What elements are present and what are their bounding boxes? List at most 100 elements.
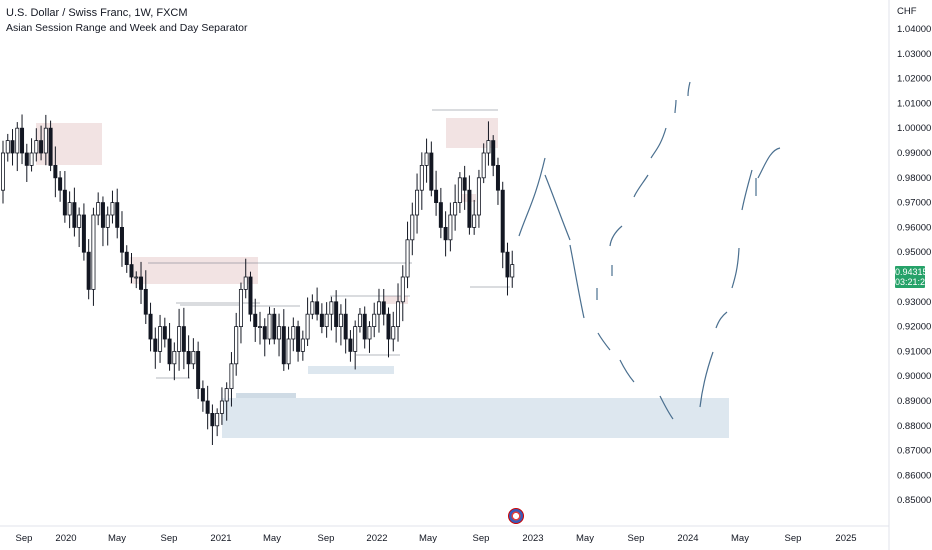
projection-segment <box>544 174 571 241</box>
time-tick-label: 2022 <box>366 533 387 544</box>
time-tick-label: 2024 <box>677 533 698 544</box>
price-tick-label: 1.00000 <box>897 123 931 134</box>
price-tick-label: 0.88000 <box>897 421 931 432</box>
time-tick-label: May <box>263 533 281 544</box>
candle-body <box>134 276 139 279</box>
projection-segment <box>674 99 677 114</box>
candle-body <box>334 301 339 327</box>
candle-body <box>253 313 258 328</box>
projection-segment <box>699 351 714 408</box>
candle-body <box>186 350 191 365</box>
price-tick-label: 1.02000 <box>897 74 931 85</box>
candle-body <box>400 276 405 303</box>
candle-body <box>67 202 72 216</box>
time-axis[interactable]: Sep 2020 May Sep 2021 May Sep 2022 May Sep 2023 May… <box>16 533 857 544</box>
candle-body <box>139 276 144 290</box>
price-tick-label: 0.96000 <box>897 222 931 233</box>
candle-body <box>129 264 134 278</box>
price-tick-label: 0.95000 <box>897 247 931 258</box>
price-tick-label: 0.99000 <box>897 148 931 159</box>
zone-red-5 <box>384 296 408 304</box>
price-axis[interactable]: 1.04000 1.03000 1.02000 1.01000 1.00000 0.990… <box>897 24 931 506</box>
price-tick-label: 0.85000 <box>897 495 931 506</box>
candle-body <box>124 251 129 265</box>
candle-body <box>15 127 20 154</box>
candle-body <box>486 140 491 154</box>
time-tick-label: Sep <box>628 533 645 544</box>
candle-body <box>357 313 362 328</box>
candle-body <box>381 301 386 315</box>
candle-body <box>296 326 301 352</box>
candle-body <box>467 189 472 228</box>
candle-body <box>462 177 467 191</box>
projection-segment <box>757 147 781 179</box>
candle-body <box>219 400 224 414</box>
candle-body <box>34 140 39 154</box>
candle-body <box>105 214 110 228</box>
candle-body <box>5 140 10 154</box>
us-flag-icon[interactable] <box>508 508 524 524</box>
candlesticks <box>0 114 515 445</box>
candle-body <box>481 152 486 179</box>
candle-body <box>472 214 477 228</box>
candle-body <box>372 313 377 328</box>
candle-body <box>396 301 401 327</box>
candle-body <box>281 326 286 365</box>
chart-header: U.S. Dollar / Swiss Franc, 1W, FXCM Asia… <box>6 6 247 36</box>
candle-body <box>386 313 391 340</box>
candle-body <box>53 164 58 179</box>
candle-body <box>262 326 267 340</box>
candle-body <box>338 313 343 328</box>
time-tick-label: May <box>731 533 749 544</box>
candle-body <box>448 214 453 241</box>
candle-body <box>100 202 105 228</box>
candle-body <box>205 400 210 414</box>
projection-segment <box>597 332 611 351</box>
price-tick-label: 1.03000 <box>897 49 931 60</box>
candle-body <box>10 140 15 154</box>
price-tick-label: 0.92000 <box>897 322 931 333</box>
candle-body <box>167 338 172 365</box>
projection-segment <box>518 157 546 237</box>
candle-body <box>43 127 48 154</box>
time-tick-label: Sep <box>318 533 335 544</box>
candle-body <box>58 177 63 191</box>
candle-body <box>291 326 296 340</box>
currency-label: CHF <box>897 6 917 17</box>
time-tick-label: 2023 <box>522 533 543 544</box>
price-tick-label: 1.01000 <box>897 98 931 109</box>
time-tick-label: 2020 <box>55 533 76 544</box>
candle-body <box>495 164 500 191</box>
time-tick-label: Sep <box>16 533 33 544</box>
time-tick-label: May <box>108 533 126 544</box>
candle-body <box>367 326 372 340</box>
candle-body <box>457 177 462 204</box>
price-tick-label: 0.89000 <box>897 396 931 407</box>
candle-body <box>415 189 420 216</box>
candle-body <box>267 313 272 340</box>
symbol-title[interactable]: U.S. Dollar / Swiss Franc, 1W, FXCM <box>6 7 188 19</box>
candle-body <box>229 363 234 389</box>
projection-segment <box>715 311 728 329</box>
time-tick-label: 2025 <box>835 533 856 544</box>
candle-body <box>348 338 353 352</box>
projection-segment <box>741 169 753 211</box>
zone-blue-small <box>308 366 394 374</box>
candle-body <box>172 350 177 365</box>
candle-body <box>143 288 148 315</box>
price-tick-label: 0.90000 <box>897 371 931 382</box>
projection-segment <box>633 174 649 198</box>
indicator-title[interactable]: Asian Session Range and Week and Day Sep… <box>6 22 248 34</box>
candle-body <box>300 338 305 352</box>
price-tick-label: 0.91000 <box>897 346 931 357</box>
candle-body <box>272 313 277 340</box>
candle-body <box>319 313 324 328</box>
candle-body <box>62 189 67 216</box>
candle-body <box>20 127 25 154</box>
candle-body <box>429 152 434 191</box>
candle-body <box>277 326 282 340</box>
candle-body <box>419 164 424 191</box>
candle-body <box>96 202 101 216</box>
candle-body <box>505 251 510 278</box>
